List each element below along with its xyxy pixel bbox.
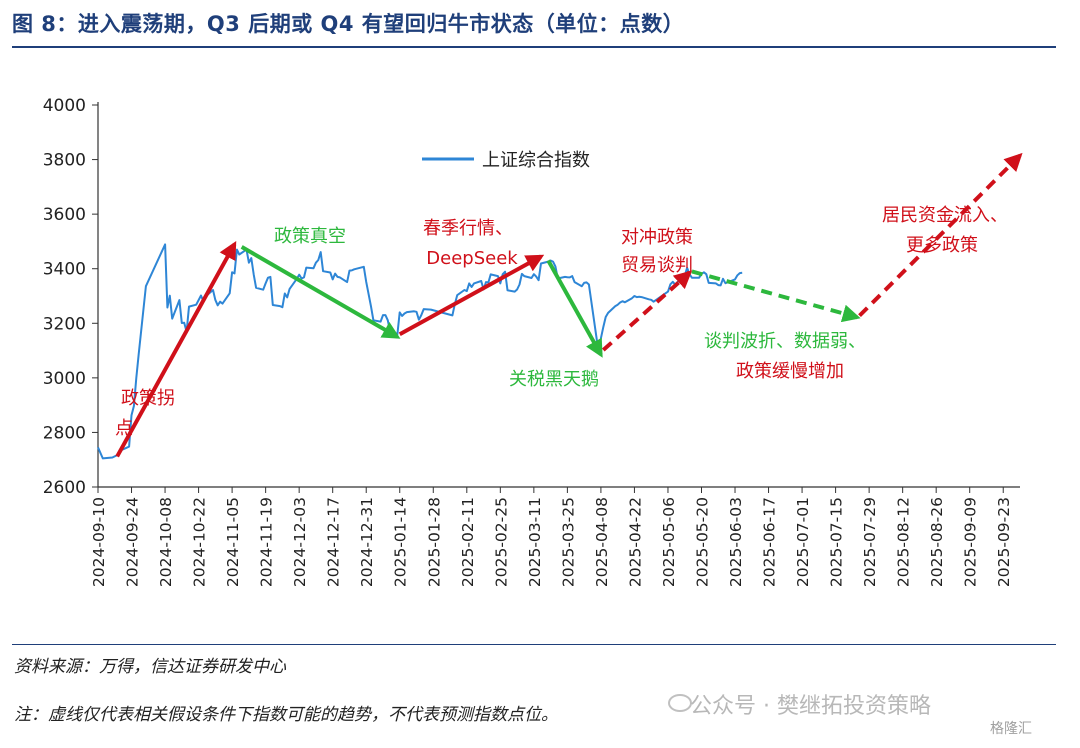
footer-divider [12, 644, 1056, 645]
y-tick-label: 4000 [43, 96, 86, 116]
legend-label: 上证综合指数 [482, 150, 590, 171]
annotation-label-1: 政策拐 [121, 388, 175, 409]
x-tick-label: 2025-03-25 [559, 497, 577, 587]
y-tick-label: 3200 [43, 314, 86, 334]
watermark: 公众号 · 樊继拓投资策略 [690, 694, 931, 719]
trend-arrow-6 [691, 269, 861, 323]
x-tick-label: 2025-09-23 [995, 497, 1013, 587]
figure-title: 图 8：进入震荡期，Q3 后期或 Q4 有望回归牛市状态（单位：点数） [12, 12, 685, 36]
disclaimer-note: 注：虚线仅代表相关假设条件下指数可能的趋势，不代表预测指数点位。 [14, 705, 558, 725]
annotation-label-5-cont: 贸易谈判 [621, 255, 693, 276]
wechat-icon [668, 694, 692, 712]
x-tick-label: 2025-05-20 [693, 497, 711, 587]
x-tick-label: 2025-04-08 [593, 497, 611, 587]
title-divider [12, 46, 1056, 48]
x-tick-label: 2025-02-11 [459, 497, 477, 587]
x-tick-label: 2025-07-01 [794, 497, 812, 587]
annotation-label-2: 政策真空 [274, 226, 346, 247]
annotation-label-1-cont: 点 [115, 418, 133, 439]
annotation-label-3-cont: DeepSeek [426, 248, 518, 269]
annotation-label-5: 对冲政策 [621, 227, 693, 248]
x-tick-label: 2025-05-06 [660, 497, 678, 587]
x-tick-label: 2025-02-25 [492, 497, 510, 587]
x-tick-label: 2024-10-22 [191, 497, 209, 587]
x-tick-label: 2025-07-29 [861, 497, 879, 587]
x-tick-label: 2025-01-14 [392, 497, 410, 587]
x-tick-label: 2025-07-15 [828, 497, 846, 587]
y-tick-label: 3600 [43, 205, 86, 225]
x-tick-label: 2024-12-17 [325, 497, 343, 587]
trend-arrow-5 [601, 270, 693, 352]
y-tick-label: 3400 [43, 260, 86, 280]
annotation-label-7-cont: 更多政策 [906, 235, 978, 256]
source-note: 资料来源：万得，信达证券研发中心 [14, 657, 286, 677]
x-tick-label: 2024-10-08 [157, 497, 175, 587]
x-tick-label: 2024-09-10 [90, 497, 108, 587]
trend-arrow-1 [115, 241, 237, 458]
x-tick-label: 2024-09-24 [124, 497, 142, 587]
y-tick-label: 3000 [43, 369, 86, 389]
annotation-label-4: 关税黑天鹅 [509, 369, 599, 390]
line-chart: 2600 2800 3000 3200 3400 3600 3800 4000 2024-09-… [43, 96, 1023, 587]
x-tick-label: 2024-11-05 [224, 497, 242, 587]
x-tick-label: 2025-03-11 [526, 497, 544, 587]
annotation-label-6-cont: 政策缓慢增加 [736, 361, 844, 382]
trend-arrow-7 [858, 152, 1023, 318]
x-tick-label: 2025-09-09 [962, 497, 980, 587]
series-layer [97, 243, 743, 460]
trend-arrow-4 [546, 259, 603, 358]
x-tick-label: 2024-12-31 [358, 497, 376, 587]
y-tick-label: 2600 [43, 478, 86, 498]
x-tick-label: 2025-01-28 [425, 497, 443, 587]
annotation-label-3: 春季行情、 [423, 218, 513, 239]
x-tick-label: 2025-06-03 [727, 497, 745, 587]
legend: 上证综合指数 [422, 150, 590, 171]
series-line-shanghai-composite [97, 243, 743, 460]
annotation-label-7: 居民资金流入、 [882, 205, 1008, 226]
trend-arrow-3 [398, 254, 545, 336]
axes: 2600 2800 3000 3200 3400 3600 3800 4000 2024-09-… [43, 96, 1020, 587]
x-tick-label: 2025-08-26 [928, 497, 946, 587]
x-tick-label: 2024-12-03 [291, 497, 309, 587]
x-tick-label: 2024-11-19 [258, 497, 276, 587]
annotation-label-6: 谈判波折、数据弱、 [704, 331, 866, 352]
annotation-arrows [115, 152, 1023, 458]
y-tick-label: 3800 [43, 151, 86, 171]
x-tick-label: 2025-04-22 [626, 497, 644, 587]
x-tick-label: 2025-08-12 [895, 497, 913, 587]
trend-arrow-2 [240, 245, 401, 339]
watermark-logo: 格隆汇 [990, 721, 1032, 737]
x-tick-label: 2025-06-17 [761, 497, 779, 587]
y-tick-label: 2800 [43, 423, 86, 443]
